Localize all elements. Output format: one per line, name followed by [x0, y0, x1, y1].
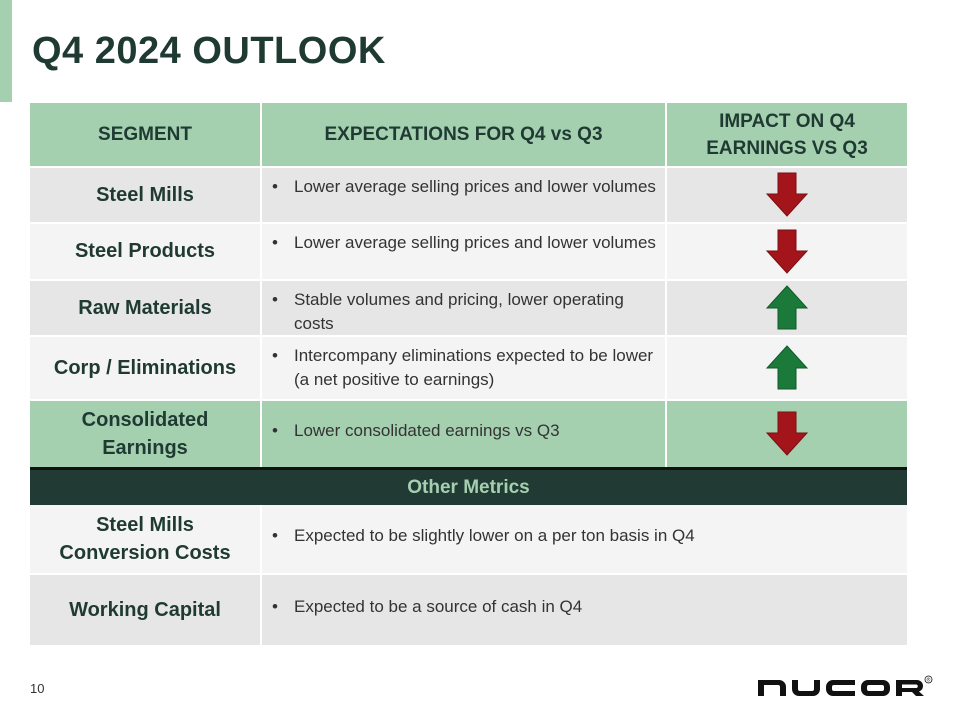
impact-cell	[667, 337, 907, 399]
other-metrics-heading: Other Metrics	[30, 470, 907, 505]
expectation-cell: • Lower consolidated earnings vs Q3	[262, 401, 667, 467]
expectation-cell: • Intercompany eliminations expected to b…	[262, 337, 667, 399]
metric-row: Steel Mills Conversion Costs • Expected t…	[30, 505, 907, 575]
outlook-table: SEGMENT EXPECTATIONS FOR Q4 vs Q3 IMPACT…	[30, 103, 907, 645]
header-impact: IMPACT ON Q4 EARNINGS VS Q3	[706, 110, 868, 159]
expectation-cell: • Stable volumes and pricing, lower opera…	[262, 281, 667, 335]
expectation-text: Lower average selling prices and lower v…	[294, 177, 656, 196]
expectation-text: Stable volumes and pricing, lower operat…	[294, 290, 624, 333]
metric-name: Working Capital	[30, 575, 262, 645]
metric-expectation-cell: • Expected to be a source of cash in Q4	[262, 575, 907, 645]
metric-name: Steel Mills Conversion Costs	[30, 505, 262, 573]
expectation-text: Intercompany eliminations expected to be…	[294, 346, 654, 389]
expectation-cell: • Lower average selling prices and lower …	[262, 168, 667, 222]
table-row-consolidated: Consolidated Earnings • Lower consolidate…	[30, 401, 907, 467]
segment-name: Corp / Eliminations	[30, 337, 262, 399]
registered-mark: ®	[927, 676, 931, 683]
segment-name: Steel Mills	[30, 168, 262, 222]
page-number: 10	[30, 681, 45, 696]
impact-cell	[667, 281, 907, 335]
header-expectations: EXPECTATIONS FOR Q4 vs Q3	[262, 103, 667, 166]
registered-mark-icon	[924, 675, 933, 684]
arrow-up-icon	[766, 345, 808, 390]
expectation-text: Lower consolidated earnings vs Q3	[294, 421, 560, 440]
arrow-down-icon	[766, 411, 808, 456]
segment-name: Raw Materials	[30, 281, 262, 335]
nucor-logo: ®	[758, 675, 933, 696]
segment-name: Consolidated Earnings	[30, 401, 262, 467]
page-title: Q4 2024 OUTLOOK	[32, 30, 386, 72]
arrow-down-icon	[766, 172, 808, 217]
metric-expectation-cell: • Expected to be slightly lower on a per …	[262, 505, 907, 573]
metric-expectation-text: Expected to be a source of cash in Q4	[294, 597, 583, 616]
impact-cell	[667, 168, 907, 222]
arrow-up-icon	[766, 285, 808, 330]
accent-bar	[0, 0, 12, 102]
arrow-down-icon	[766, 229, 808, 274]
metric-row: Working Capital • Expected to be a source…	[30, 575, 907, 645]
table-row: Raw Materials • Stable volumes and pricin…	[30, 281, 907, 337]
table-row: Steel Products • Lower average selling pr…	[30, 224, 907, 281]
table-row: Steel Mills • Lower average selling price…	[30, 168, 907, 224]
header-segment: SEGMENT	[30, 103, 262, 166]
impact-cell	[667, 401, 907, 467]
divider	[30, 467, 907, 470]
expectation-text: Lower average selling prices and lower v…	[294, 233, 656, 252]
table-row: Corp / Eliminations • Intercompany elimin…	[30, 337, 907, 401]
segment-name: Steel Products	[30, 224, 262, 279]
metric-expectation-text: Expected to be slightly lower on a per t…	[294, 526, 695, 545]
table-header-row: SEGMENT EXPECTATIONS FOR Q4 vs Q3 IMPACT…	[30, 103, 907, 168]
expectation-cell: • Lower average selling prices and lower …	[262, 224, 667, 279]
impact-cell	[667, 224, 907, 279]
